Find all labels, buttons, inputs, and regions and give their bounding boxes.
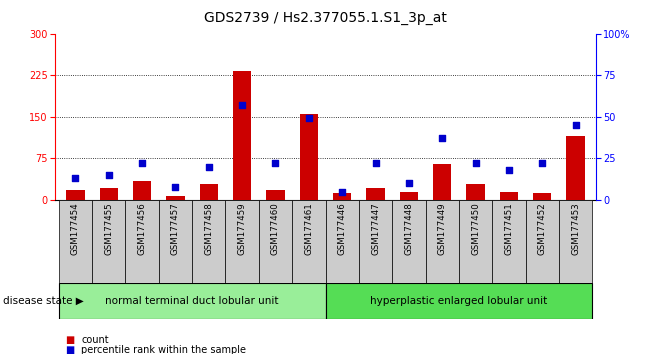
Bar	[326, 200, 359, 283]
Point	[303, 116, 314, 121]
Text: GSM177448: GSM177448	[404, 202, 413, 255]
Text: hyperplastic enlarged lobular unit: hyperplastic enlarged lobular unit	[370, 296, 547, 306]
Bar	[92, 200, 126, 283]
Bar	[433, 164, 451, 200]
Bar	[566, 136, 585, 200]
Text: count: count	[81, 335, 109, 345]
Text: GSM177458: GSM177458	[204, 202, 214, 255]
Bar	[292, 200, 326, 283]
Bar	[426, 200, 459, 283]
Bar	[159, 200, 192, 283]
Text: GSM177460: GSM177460	[271, 202, 280, 255]
Text: ■: ■	[65, 346, 74, 354]
Bar	[359, 200, 392, 283]
Text: GSM177450: GSM177450	[471, 202, 480, 255]
Bar	[192, 200, 225, 283]
Bar	[133, 181, 151, 200]
Text: GSM177449: GSM177449	[437, 202, 447, 255]
Point	[137, 161, 147, 166]
Point	[204, 164, 214, 170]
Bar	[559, 200, 592, 283]
Point	[104, 172, 114, 178]
Bar	[459, 200, 492, 283]
Point	[404, 181, 414, 186]
Bar	[59, 200, 92, 283]
Point	[337, 189, 348, 195]
Text: percentile rank within the sample: percentile rank within the sample	[81, 346, 246, 354]
Bar	[299, 114, 318, 200]
Text: GSM177457: GSM177457	[171, 202, 180, 255]
Bar	[533, 193, 551, 200]
Point	[370, 161, 381, 166]
Bar	[66, 190, 85, 200]
Point	[70, 176, 81, 181]
Bar	[233, 71, 251, 200]
Text: GSM177453: GSM177453	[571, 202, 580, 255]
Bar	[166, 195, 185, 200]
Point	[237, 102, 247, 108]
Text: normal terminal duct lobular unit: normal terminal duct lobular unit	[105, 296, 279, 306]
Text: GSM177456: GSM177456	[137, 202, 146, 255]
Bar	[500, 192, 518, 200]
Bar	[392, 200, 426, 283]
Text: ■: ■	[65, 335, 74, 345]
Bar	[333, 193, 352, 200]
Point	[471, 161, 481, 166]
Point	[270, 161, 281, 166]
Bar	[259, 200, 292, 283]
Bar	[400, 192, 418, 200]
Text: GSM177452: GSM177452	[538, 202, 547, 255]
Text: GSM177461: GSM177461	[304, 202, 313, 255]
Text: GSM177454: GSM177454	[71, 202, 80, 255]
Bar	[200, 184, 218, 200]
Point	[437, 136, 447, 141]
Point	[504, 167, 514, 173]
Point	[570, 122, 581, 128]
Bar	[266, 190, 284, 200]
Bar	[525, 200, 559, 283]
Bar	[492, 200, 525, 283]
Text: GSM177446: GSM177446	[338, 202, 347, 255]
Bar	[225, 200, 259, 283]
Text: GSM177459: GSM177459	[238, 202, 247, 255]
Text: GSM177451: GSM177451	[505, 202, 514, 255]
Text: GSM177447: GSM177447	[371, 202, 380, 255]
Bar	[100, 188, 118, 200]
Point	[170, 184, 180, 189]
Bar	[59, 283, 326, 319]
Bar	[126, 200, 159, 283]
Bar	[367, 188, 385, 200]
Text: GSM177455: GSM177455	[104, 202, 113, 255]
Bar	[466, 184, 485, 200]
Text: GDS2739 / Hs2.377055.1.S1_3p_at: GDS2739 / Hs2.377055.1.S1_3p_at	[204, 11, 447, 25]
Point	[537, 161, 547, 166]
Text: disease state ▶: disease state ▶	[3, 296, 84, 306]
Bar	[326, 283, 592, 319]
